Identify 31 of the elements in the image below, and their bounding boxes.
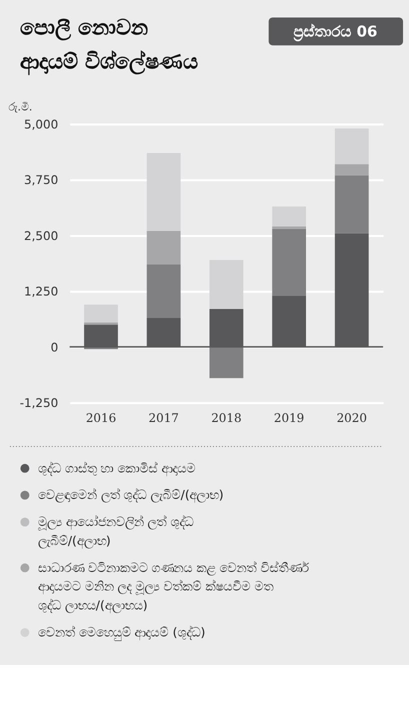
x-tick-label: 2019 xyxy=(274,411,304,426)
y-tick-label: -1,250 xyxy=(20,396,58,410)
bar xyxy=(146,264,181,318)
bar xyxy=(334,128,369,164)
y-tick-label: 3,750 xyxy=(24,173,58,188)
x-tick-label: 2017 xyxy=(148,411,179,426)
y-tick-label: 2,500 xyxy=(24,228,58,243)
y-tick-label: 1,250 xyxy=(24,284,58,299)
y-axis-title: රු.මි. xyxy=(8,100,32,114)
bar xyxy=(209,346,244,378)
y-tick-label: 0 xyxy=(50,340,58,354)
legend-label: වෙනත් මෙහෙයුම් ආදායම් (ශුද්ධ) xyxy=(38,624,206,641)
bar xyxy=(146,153,181,232)
x-tick-label: 2018 xyxy=(211,411,242,426)
legend-label: සාධාරණ වටිනාකමට ගණනය කළ වෙනත් විස්තීර්ණ ආදායමට මනින ලද මූල්‍ය වත්කම් ක්ෂයවීම මත ශුද්ධ ලාභය/(අලාභය) xyxy=(38,560,310,614)
bar xyxy=(84,322,118,325)
bar xyxy=(84,304,118,322)
bar xyxy=(146,231,181,264)
legend-label: මූල්‍ය ආයෝජනවලින් ලත් ශුද්ධ ලැබීම්/(අලාභ) xyxy=(38,514,194,549)
bar xyxy=(209,260,244,310)
bar xyxy=(272,228,306,296)
bar xyxy=(334,175,369,234)
y-tick-label: 5,000 xyxy=(24,118,58,132)
x-tick-label: 2016 xyxy=(86,411,116,426)
bar xyxy=(272,206,306,227)
text: ප්‍රස්තාරය 06 xyxy=(293,22,378,42)
x-tick-label: 2020 xyxy=(336,411,367,426)
bar xyxy=(334,164,369,176)
chart-title: පොලී නොවන ආදායම් විශ්ලේෂණය xyxy=(20,15,198,76)
legend-label: වෙළඳාමෙන් ලත් ශුද්ධ ලැබීම්/(අලාභ) xyxy=(38,487,224,504)
legend-label: ශුද්ධ ගාස්තු හා කොමිස් ආදායම xyxy=(38,460,196,476)
